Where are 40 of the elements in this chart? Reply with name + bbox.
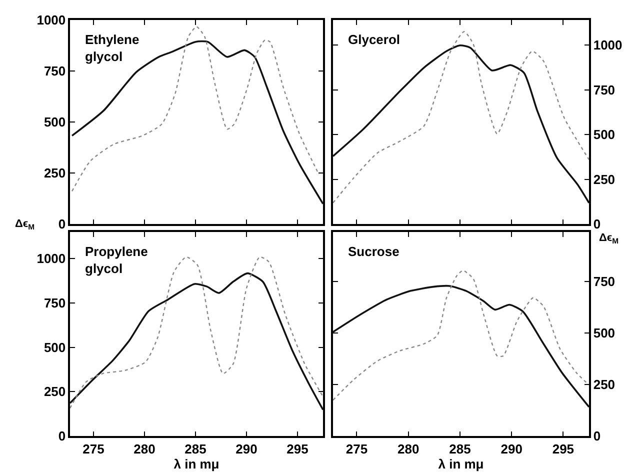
y-tick-label: 250	[593, 172, 616, 187]
x-tick-label: 285	[184, 441, 206, 456]
x-tick-label: 280	[134, 441, 156, 456]
y-tick-label: 1000	[36, 251, 66, 266]
y-tick-label: 0	[58, 428, 66, 444]
x-tick-label: 295	[552, 441, 574, 456]
y-tick-label: 500	[44, 340, 66, 355]
line-series	[71, 26, 320, 192]
y-tick-label: 250	[44, 384, 66, 400]
x-tick-label: 290	[236, 441, 258, 456]
line-series	[333, 270, 589, 401]
y-tick-label: 750	[593, 82, 616, 98]
y-tick-label: 250	[44, 166, 66, 181]
y-tick-label: 500	[593, 127, 616, 142]
y-tick-label: 1000	[593, 38, 622, 53]
x-axis-title: λ in mμ	[438, 456, 484, 472]
y-tick-label: 750	[593, 274, 616, 289]
y-tick-label: 0	[58, 216, 66, 232]
y-tick-label: 1000	[36, 12, 66, 28]
text: Ethylene glycol	[85, 32, 140, 64]
y-axis-title: Δϵ$_{M}$	[599, 232, 619, 246]
x-tick-label: 275	[346, 441, 368, 456]
x-tick-label: 290	[500, 441, 522, 456]
y-axis-title: Δϵ$_{M}$	[15, 218, 35, 232]
y-tick-label: 500	[44, 114, 66, 130]
text: Sucrose	[348, 244, 400, 259]
x-tick-label: 285	[449, 441, 471, 456]
y-tick-label: 0	[593, 428, 601, 444]
y-tick-label: 750	[44, 64, 66, 79]
text: Glycerol	[348, 32, 400, 47]
x-tick-label: 295	[286, 441, 308, 456]
y-tick-label: 0	[593, 216, 601, 232]
x-tick-label: 275	[82, 441, 104, 456]
x-axis-title: λ in mμ	[174, 456, 220, 472]
y-tick-label: 750	[44, 296, 66, 311]
text: Propylene glycol	[85, 244, 148, 276]
x-tick-label: 280	[398, 441, 420, 456]
y-tick-label: 250	[593, 377, 616, 392]
y-tick-label: 500	[593, 326, 616, 341]
line-series	[333, 285, 589, 408]
